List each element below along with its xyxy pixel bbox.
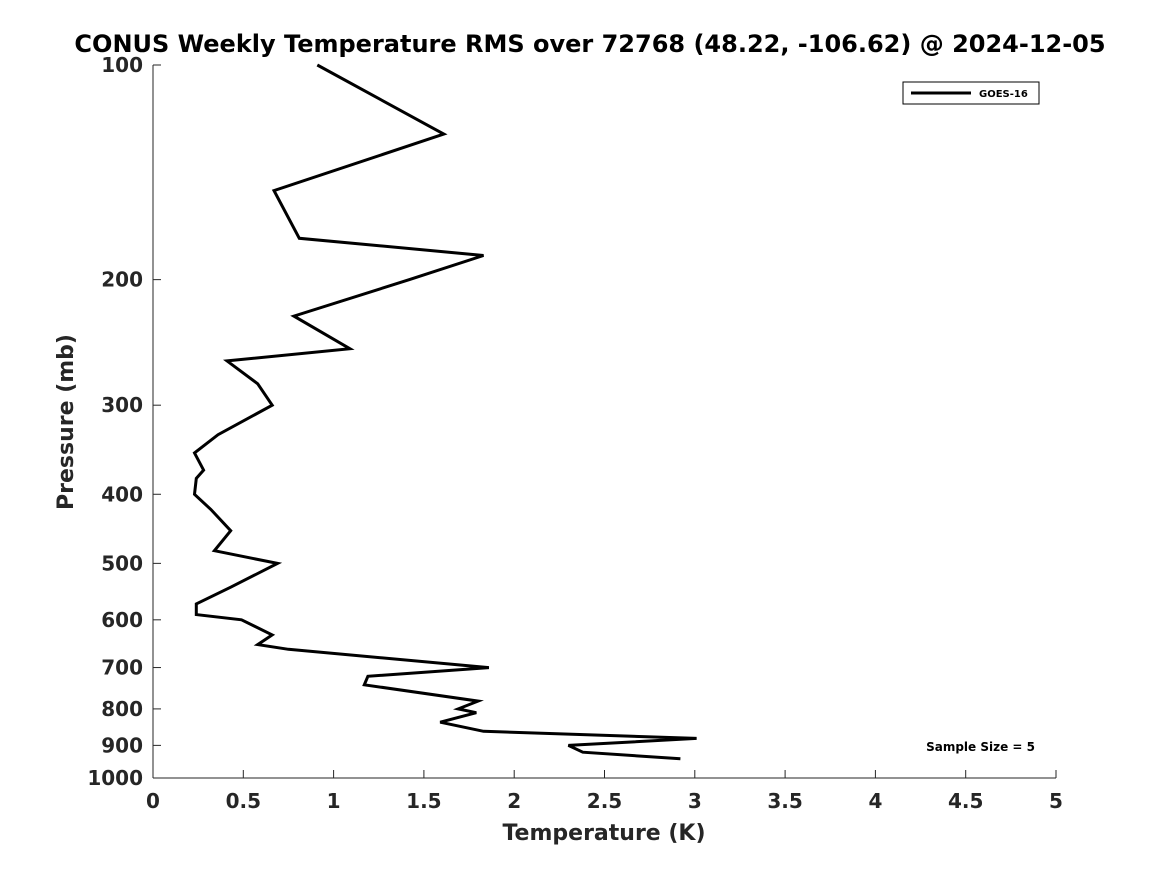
- chart-title: CONUS Weekly Temperature RMS over 72768 …: [74, 30, 1105, 58]
- y-axis-ticks: 100 200 300 400 500 600 700 800 900 1000: [87, 53, 161, 790]
- x-tick-label: 0.5: [226, 789, 261, 813]
- x-axis-label: Temperature (K): [502, 821, 705, 846]
- x-axis-ticks: 0 0.5 1 1.5 2 2.5 3 3.5 4 4.5 5: [146, 770, 1063, 813]
- legend: GOES-16: [902, 81, 1040, 105]
- y-tick-label: 900: [101, 733, 143, 757]
- y-tick-label: 700: [101, 656, 143, 680]
- y-tick-label: 500: [101, 551, 143, 575]
- x-tick-label: 3.5: [767, 789, 802, 813]
- x-tick-label: 5: [1049, 789, 1063, 813]
- x-tick-label: 4.5: [948, 789, 983, 813]
- legend-label: GOES-16: [979, 89, 1028, 100]
- x-tick-label: 3: [688, 789, 702, 813]
- series-line-goes-16: [192, 63, 697, 761]
- y-tick-label: 200: [101, 268, 143, 292]
- y-tick-label: 100: [101, 53, 143, 77]
- y-tick-label: 300: [101, 393, 143, 417]
- x-tick-label: 1.5: [406, 789, 441, 813]
- y-tick-label: 400: [101, 482, 143, 506]
- y-tick-label: 800: [101, 697, 143, 721]
- y-axis-label: Pressure (mb): [54, 334, 79, 510]
- x-tick-label: 1: [327, 789, 341, 813]
- y-tick-label: 600: [101, 608, 143, 632]
- y-tick-label: 1000: [87, 766, 143, 790]
- x-tick-label: 2: [507, 789, 521, 813]
- sample-size-annotation: Sample Size = 5: [926, 740, 1035, 754]
- series-group: [192, 63, 697, 761]
- x-tick-label: 2.5: [587, 789, 622, 813]
- x-tick-label: 4: [868, 789, 882, 813]
- x-tick-label: 0: [146, 789, 160, 813]
